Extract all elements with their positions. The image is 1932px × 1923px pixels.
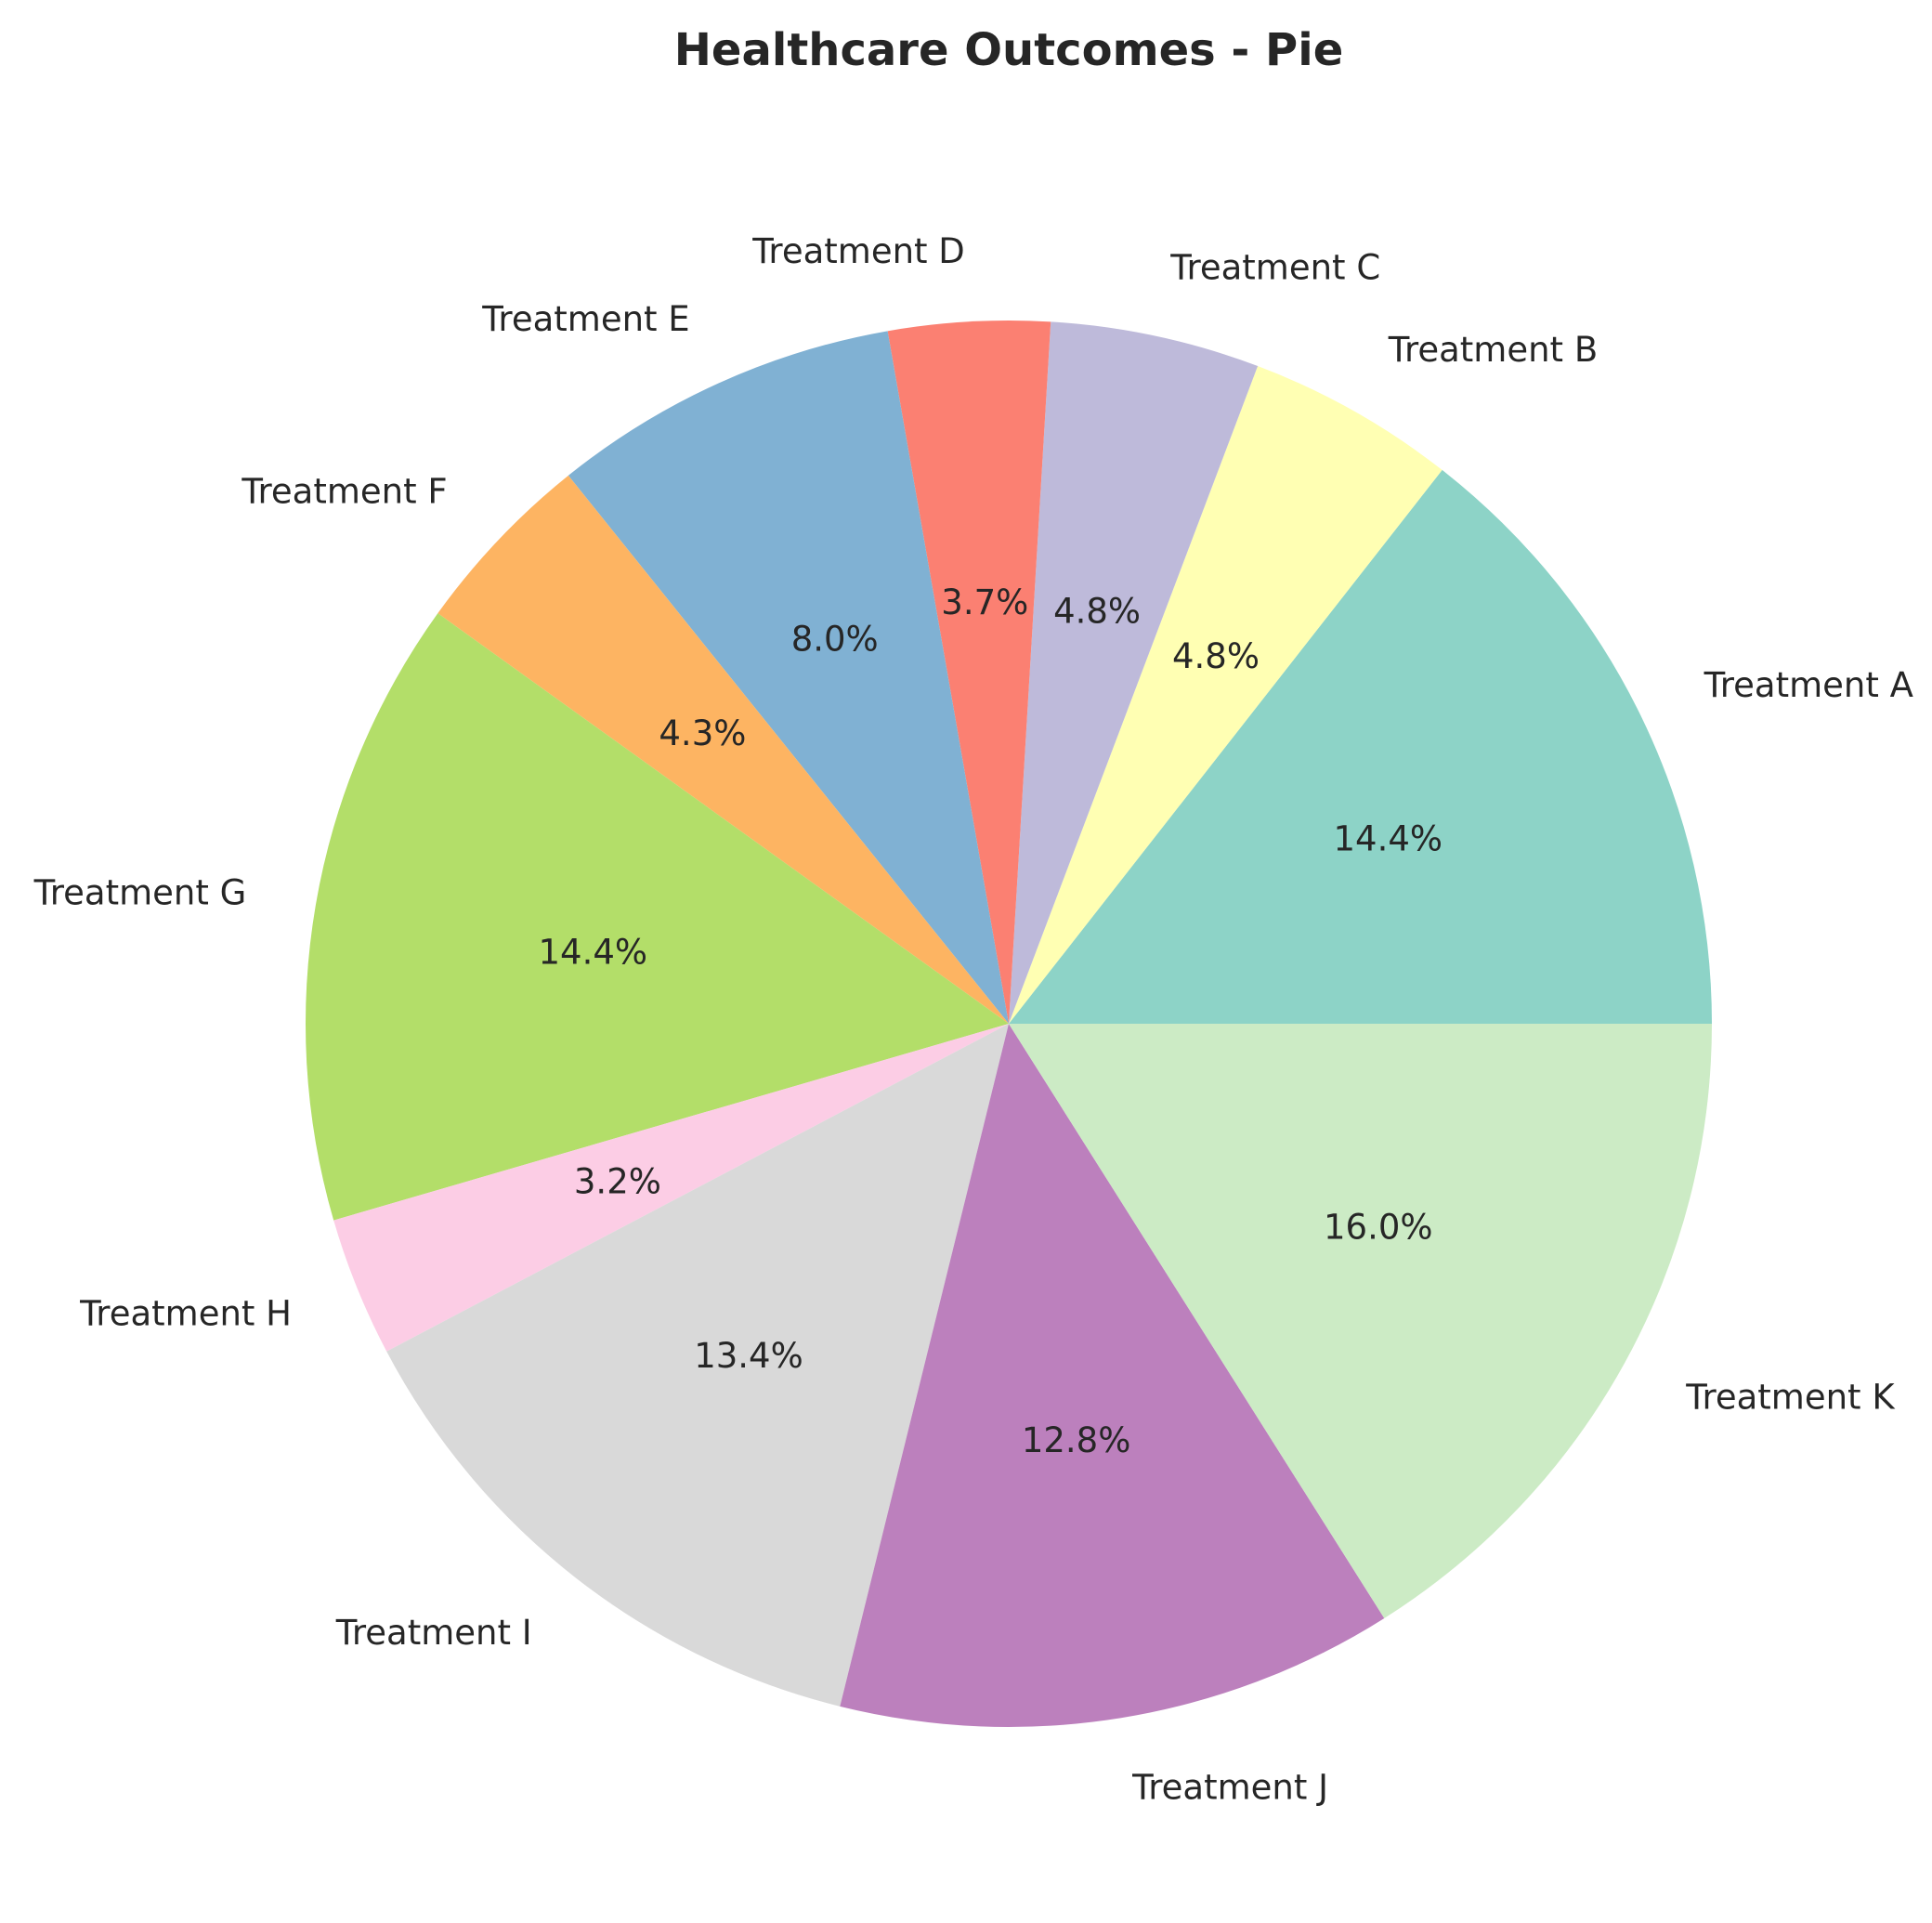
pie-slice-treatment-g [306, 613, 1009, 1221]
slice-label-treatment-b: Treatment B [1388, 330, 1598, 370]
pie-slice-treatment-c [1009, 321, 1259, 1025]
pct-label-treatment-e: 8.0% [791, 620, 879, 660]
pct-label-treatment-a: 14.4% [1334, 819, 1443, 859]
pie-slice-treatment-b [1009, 366, 1442, 1024]
pct-label-treatment-k: 16.0% [1324, 1208, 1433, 1248]
slice-label-treatment-j: Treatment J [1131, 1768, 1328, 1808]
pie-slice-treatment-e [568, 331, 1009, 1024]
pct-label-treatment-b: 4.8% [1172, 636, 1260, 676]
pct-label-treatment-g: 14.4% [539, 933, 648, 973]
pie-slice-treatment-h [333, 1024, 1009, 1352]
slice-label-treatment-i: Treatment I [335, 1613, 532, 1653]
pct-label-treatment-c: 4.8% [1053, 591, 1141, 631]
slice-label-treatment-d: Treatment D [751, 231, 965, 271]
slice-label-treatment-g: Treatment G [33, 873, 247, 913]
pie-slices [306, 320, 1713, 1727]
pie-slice-treatment-i [386, 1024, 1010, 1707]
slice-label-treatment-h: Treatment H [79, 1294, 292, 1334]
chart-title: Healthcare Outcomes - Pie [674, 24, 1344, 76]
slice-label-treatment-f: Treatment F [241, 472, 447, 512]
pie-slice-treatment-a [1009, 469, 1713, 1024]
pct-label-treatment-f: 4.3% [659, 713, 746, 753]
slice-label-treatment-k: Treatment K [1685, 1377, 1896, 1417]
pie-labels: Treatment A 14.4% Treatment B 4.8% Treatment… [33, 231, 1913, 1807]
pie-slice-treatment-d [887, 320, 1051, 1024]
pct-label-treatment-d: 3.7% [941, 582, 1028, 622]
slice-label-treatment-a: Treatment A [1704, 665, 1913, 705]
pct-label-treatment-h: 3.2% [574, 1162, 661, 1202]
pie-slice-treatment-k [1009, 1024, 1712, 1618]
slice-label-treatment-c: Treatment C [1169, 247, 1380, 287]
pct-label-treatment-i: 13.4% [694, 1336, 803, 1376]
pct-label-treatment-j: 12.8% [1022, 1420, 1131, 1460]
pie-slice-treatment-f [437, 475, 1010, 1024]
pie-slice-treatment-j [840, 1024, 1385, 1727]
slice-label-treatment-e: Treatment E [481, 299, 689, 339]
